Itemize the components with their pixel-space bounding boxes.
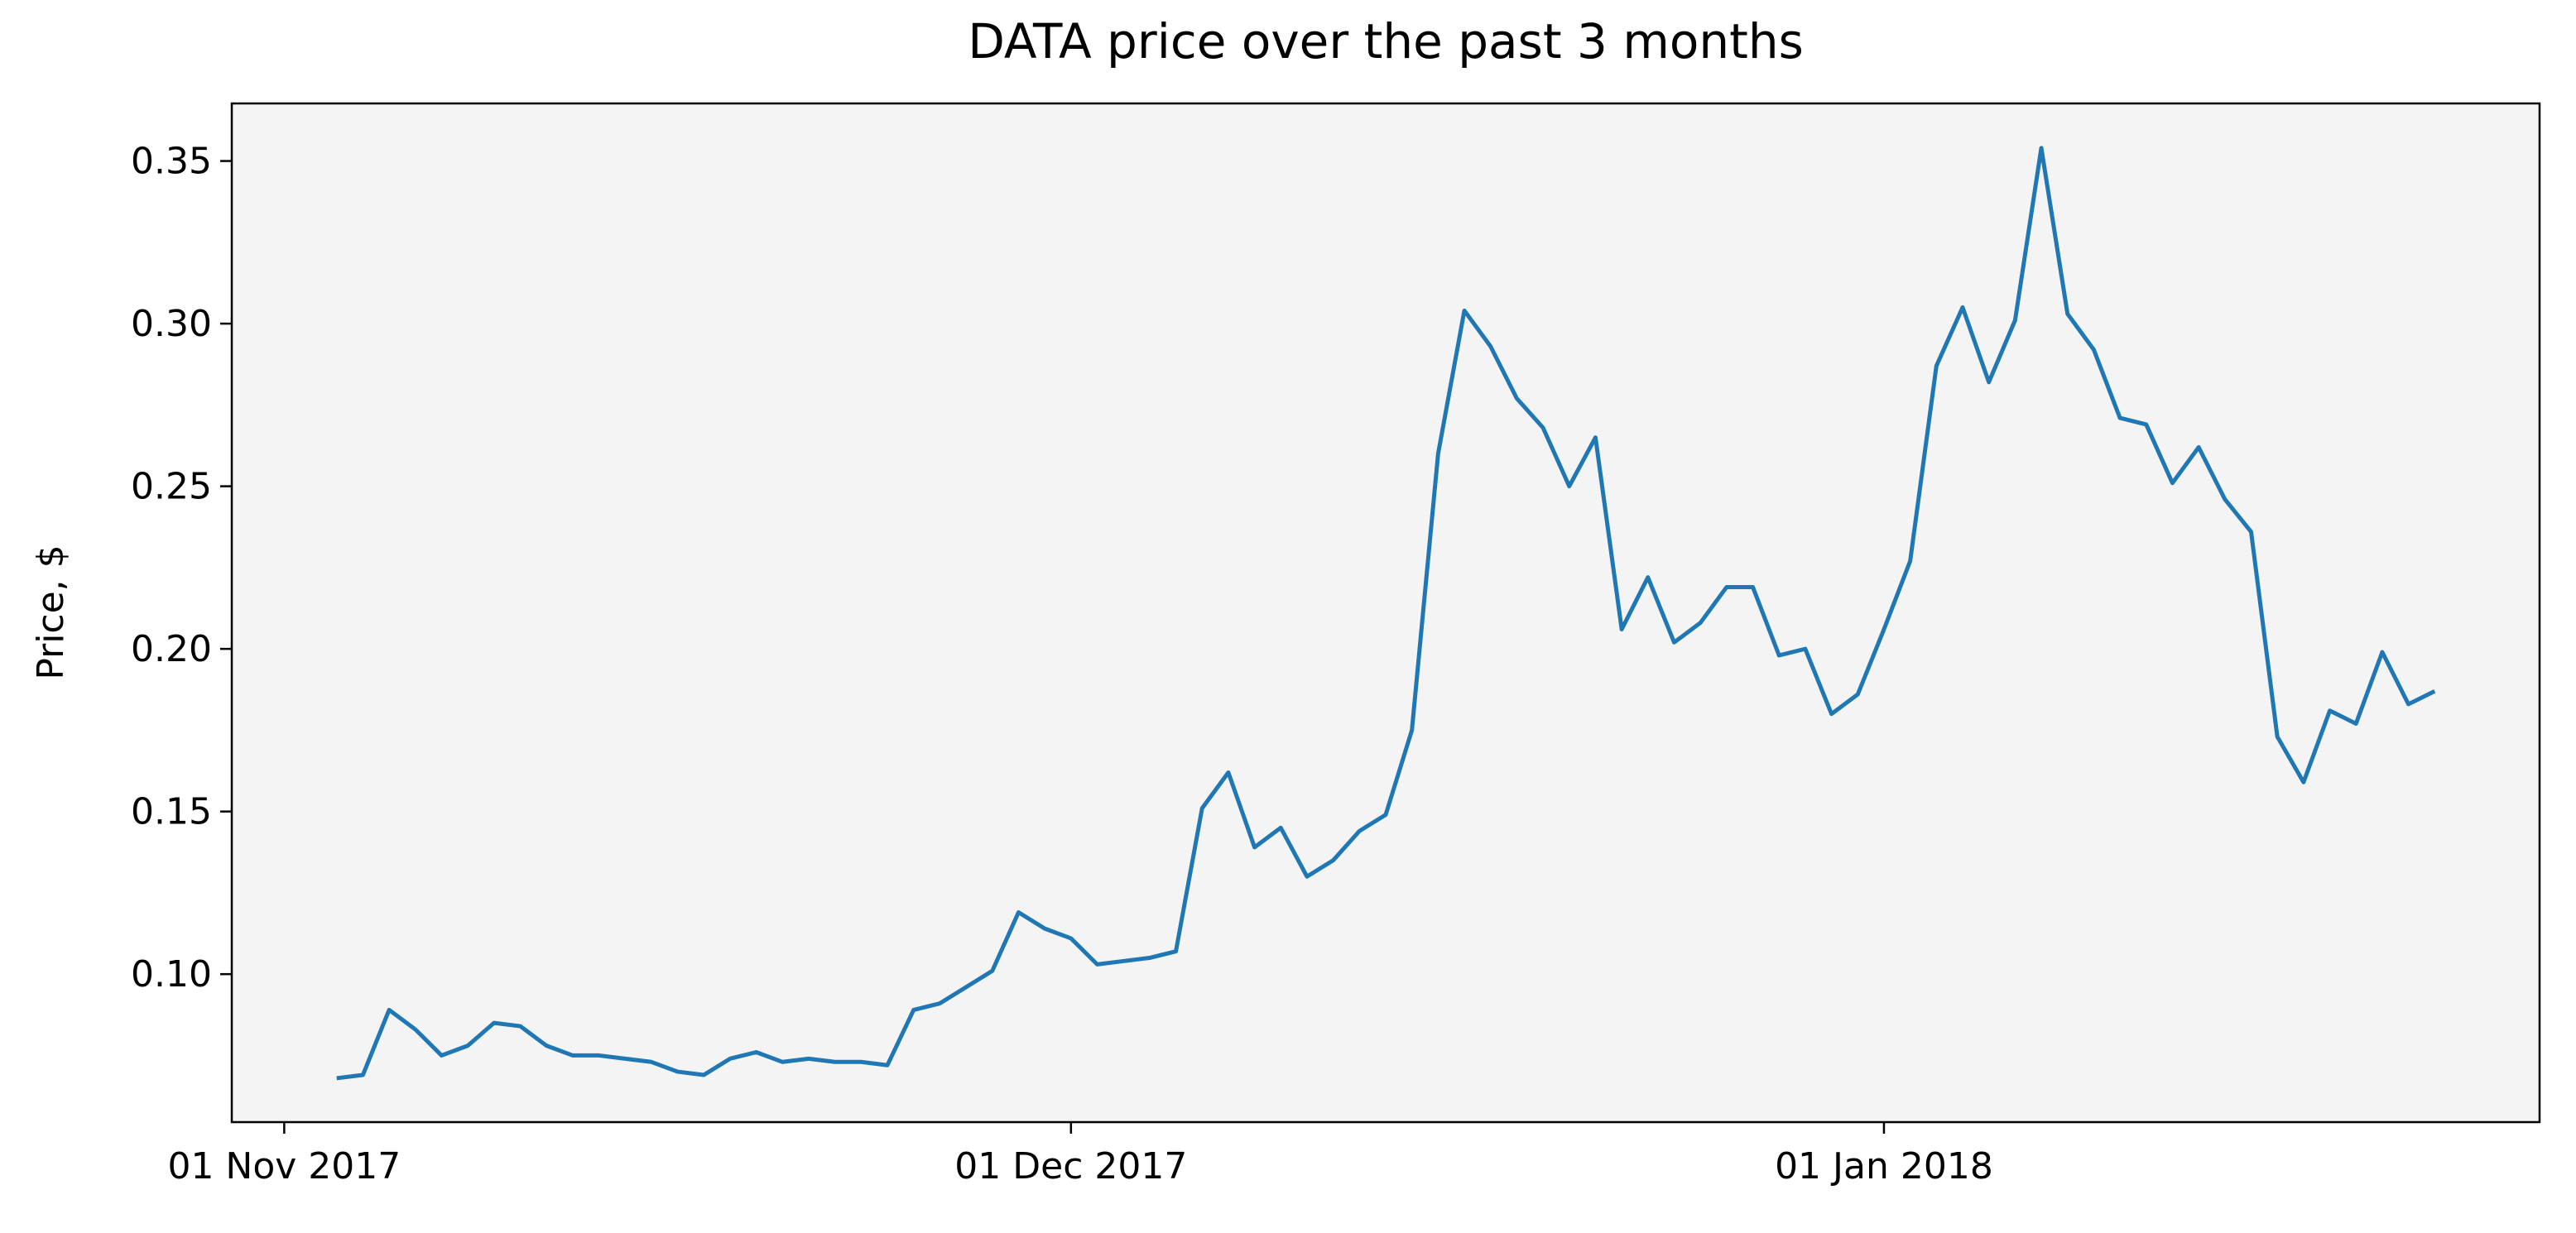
x-tick-label: 01 Jan 2018 <box>1775 1145 1993 1187</box>
y-tick-label: 0.35 <box>131 141 212 183</box>
y-tick-label: 0.20 <box>131 628 212 670</box>
chart-title: DATA price over the past 3 months <box>968 13 1804 70</box>
y-axis-label: Price, $ <box>30 545 72 679</box>
x-tick-label: 01 Dec 2017 <box>954 1145 1187 1187</box>
y-tick-label: 0.30 <box>131 303 212 345</box>
plot-background <box>232 103 2540 1122</box>
y-tick-label: 0.15 <box>131 791 212 833</box>
price-line <box>336 146 2436 1081</box>
y-tick-label: 0.10 <box>131 953 212 996</box>
x-tick-label: 01 Nov 2017 <box>167 1145 401 1187</box>
y-tick-label: 0.25 <box>131 466 212 508</box>
plot-frame <box>230 102 2541 1124</box>
